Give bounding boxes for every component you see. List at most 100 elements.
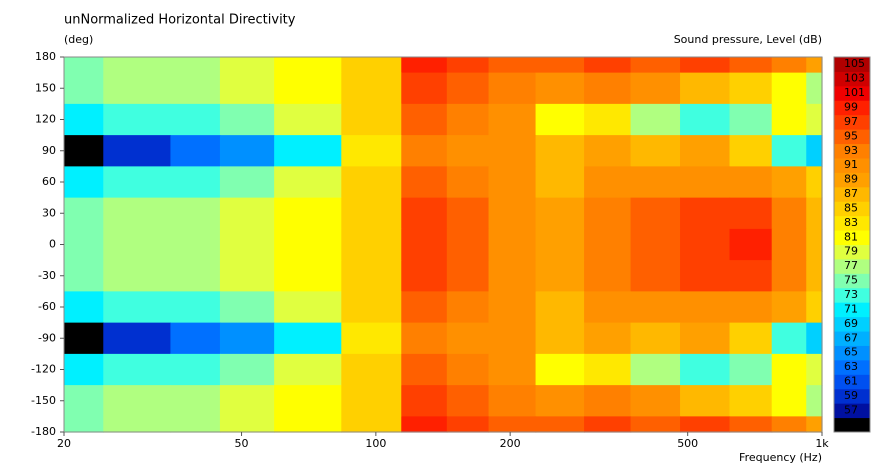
contour-cell <box>219 72 275 105</box>
colorbar-label: 95 <box>844 129 858 142</box>
contour-cell <box>341 103 402 136</box>
colorbar-band <box>834 359 870 375</box>
colorbar-label: 69 <box>844 317 858 330</box>
contour-cell <box>630 228 681 261</box>
contour-cell <box>729 166 773 199</box>
colorbar-label: 79 <box>844 245 858 258</box>
contour-cell <box>341 260 402 292</box>
colorbar-band <box>834 143 870 159</box>
contour-cell <box>535 353 585 386</box>
contour-cell <box>488 72 537 105</box>
contour-cell <box>630 385 681 417</box>
contour-cell <box>584 291 632 324</box>
colorbar-band <box>834 374 870 390</box>
y-tick-label: -60 <box>38 300 56 313</box>
contour-cell <box>64 291 104 324</box>
contour-cell <box>584 228 632 261</box>
contour-cell <box>729 416 773 433</box>
contour-cell <box>274 291 342 324</box>
contour-cell <box>729 385 773 417</box>
contour-cell <box>729 72 773 105</box>
contour-cell <box>446 416 490 433</box>
contour-cell <box>584 72 632 105</box>
colorbar-band <box>834 345 870 361</box>
contour-cell <box>219 260 275 292</box>
contour-cell <box>680 416 731 433</box>
contour-cell <box>64 135 104 167</box>
contour-cell <box>401 416 448 433</box>
contour-cell <box>64 103 104 136</box>
contour-cell <box>446 72 490 105</box>
contour-cell <box>401 166 448 199</box>
colorbar-label: 65 <box>844 346 858 359</box>
contour-cell <box>103 72 172 105</box>
contour-cell <box>771 72 807 105</box>
contour-cell <box>274 72 342 105</box>
contour-cell <box>771 353 807 386</box>
contour-cell <box>729 322 773 355</box>
contour-cell <box>535 166 585 199</box>
contour-cell <box>64 260 104 292</box>
contour-cell <box>535 57 585 74</box>
colorbar-label: 97 <box>844 115 858 128</box>
contour-cell <box>219 322 275 355</box>
contour-cell <box>630 322 681 355</box>
y-tick-label: -150 <box>31 394 56 407</box>
contour-cell <box>535 72 585 105</box>
contour-cell <box>446 385 490 417</box>
contour-cell <box>488 228 537 261</box>
contour-cell <box>535 291 585 324</box>
contour-cell <box>806 353 823 386</box>
contour-cell <box>630 166 681 199</box>
contour-cell <box>170 166 221 199</box>
contour-cell <box>219 353 275 386</box>
contour-cell <box>401 260 448 292</box>
colorbar-band <box>834 403 870 419</box>
contour-cell <box>535 135 585 167</box>
y-tick-label: 30 <box>42 206 56 219</box>
contour-cell <box>103 291 172 324</box>
contour-cell <box>446 166 490 199</box>
contour-cell <box>584 57 632 74</box>
contour-cell <box>806 103 823 136</box>
contour-cell <box>771 57 807 74</box>
contour-cell <box>771 416 807 433</box>
colorbar-band <box>834 331 870 346</box>
contour-cell <box>401 57 448 74</box>
contour-cell <box>274 416 342 433</box>
contour-cell <box>341 72 402 105</box>
contour-cell <box>488 322 537 355</box>
contour-cell <box>446 57 490 74</box>
colorbar-label: 91 <box>844 158 858 171</box>
colorbar-label: 75 <box>844 274 858 287</box>
contour-cell <box>64 228 104 261</box>
contour-cell <box>170 197 221 230</box>
contour-cell <box>219 57 275 74</box>
colorbar-band <box>834 85 870 101</box>
contour-cell <box>274 385 342 417</box>
contour-cell <box>341 228 402 261</box>
contour-cell <box>729 103 773 136</box>
colorbar-label: 71 <box>844 302 858 315</box>
contour-cell <box>446 322 490 355</box>
colorbar-band <box>834 302 870 318</box>
contour-cell <box>103 197 172 230</box>
colorbar-label: 99 <box>844 100 858 113</box>
contour-cell <box>680 166 731 199</box>
colorbar-band <box>834 417 870 433</box>
contour-cell <box>103 103 172 136</box>
colorbar-frame <box>833 56 871 433</box>
contour-cell <box>103 228 172 261</box>
contour-cell <box>170 322 221 355</box>
contour-cell <box>771 166 807 199</box>
colorbar-label: 101 <box>844 86 865 99</box>
contour-cell <box>535 197 585 230</box>
contour-cell <box>806 260 823 292</box>
contour-cell <box>680 353 731 386</box>
contour-cell <box>630 72 681 105</box>
contour-cell <box>806 72 823 105</box>
contour-cell <box>680 385 731 417</box>
contour-cell <box>630 291 681 324</box>
colorbar-band <box>834 172 870 188</box>
colorbar-band <box>834 129 870 145</box>
